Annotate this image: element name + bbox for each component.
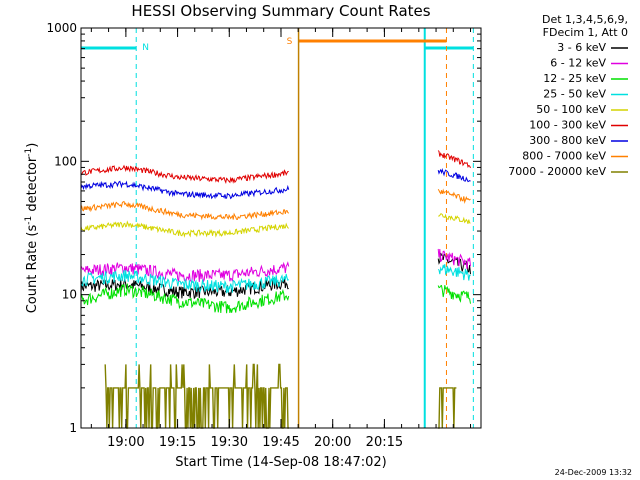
legend-entry-label: 800 - 7000 keV: [522, 150, 606, 163]
x-tick-label: 19:00: [107, 435, 144, 450]
series-line: [80, 269, 290, 294]
chart-title: HESSI Observing Summary Count Rates: [131, 2, 430, 20]
series-line: [80, 180, 290, 200]
series-layer: [80, 150, 471, 429]
legend-entry-label: 7000 - 20000 keV: [508, 165, 606, 178]
legend-entry-label: 100 - 300 keV: [529, 119, 606, 132]
observing-flag-overlays: NS: [81, 28, 474, 428]
legend-entry-label: 6 - 12 keV: [550, 57, 606, 70]
legend-entry-label: 300 - 800 keV: [529, 134, 606, 147]
legend-header: Det 1,3,4,5,6,9,: [542, 13, 628, 26]
x-tick-label: 19:45: [262, 435, 299, 450]
series-line: [437, 188, 471, 204]
series-line: [437, 150, 471, 169]
x-axis-label: Start Time (14-Sep-08 18:47:02): [175, 455, 386, 470]
x-tick-label: 19:30: [211, 435, 248, 450]
y-tick-label: 1000: [46, 21, 77, 35]
x-tick-label: 20:15: [366, 435, 403, 450]
legend-entry-label: 3 - 6 keV: [557, 41, 606, 54]
series-line: [80, 220, 290, 238]
series-line: [438, 213, 471, 224]
series-line: [438, 387, 457, 429]
x-axis: 19:00 19:15 19:30 19:45 20:00 20:15: [90, 28, 472, 450]
series-line: [437, 284, 471, 304]
footer-date: 24-Dec-2009 13:32: [555, 468, 632, 477]
night-flag-label: N: [142, 43, 149, 53]
saa-flag-label: S: [287, 37, 293, 47]
series-line: [437, 167, 471, 183]
series-line: [437, 264, 471, 281]
series-line: [80, 200, 290, 221]
series-line: [104, 363, 289, 429]
x-tick-label: 19:15: [159, 435, 196, 450]
series-line: [80, 283, 290, 314]
y-tick-label: 100: [54, 154, 77, 168]
y-tick-label: 10: [62, 288, 77, 302]
y-tick-label: 1: [69, 421, 77, 435]
y-axis: 1 10 100 1000: [46, 21, 481, 435]
legend-entry-label: 50 - 100 keV: [536, 103, 606, 116]
series-line: [80, 164, 289, 184]
legend-entry-label: 25 - 50 keV: [543, 88, 606, 101]
x-tick-label: 20:00: [314, 435, 351, 450]
legend-entry-label: 12 - 25 keV: [543, 72, 606, 85]
legend: Det 1,3,4,5,6,9,FDecim 1, Att 0 3 - 6 keV…: [508, 13, 628, 178]
legend-header: FDecim 1, Att 0: [543, 26, 628, 39]
y-axis-label: Count Rate (s-1 detector-1): [24, 143, 40, 314]
plot-frame: [80, 27, 482, 429]
series-line: [437, 248, 471, 270]
